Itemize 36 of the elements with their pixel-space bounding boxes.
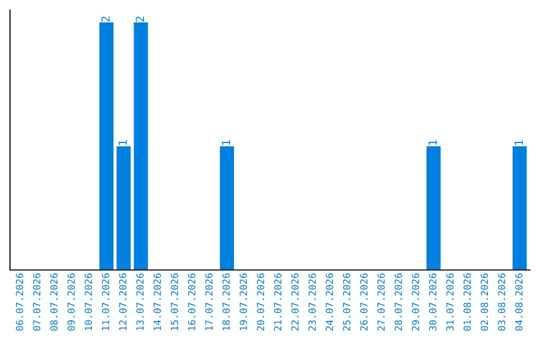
x-tick-label: 23.07.2026 — [308, 273, 316, 331]
x-tick-label: 29.07.2026 — [412, 273, 420, 331]
x-tick-label: 26.07.2026 — [360, 273, 368, 331]
data-label: 2 — [136, 16, 144, 22]
x-tick-label: 31.07.2026 — [446, 273, 454, 331]
x-tick-label: 28.07.2026 — [394, 273, 402, 331]
x-tick-label: 07.07.2026 — [33, 273, 40, 331]
x-tick-label: 27.07.2026 — [377, 273, 385, 331]
x-tick-label: 06.07.2026 — [16, 273, 24, 331]
x-tick-label: 19.07.2026 — [240, 273, 248, 330]
data-label: 1 — [514, 140, 523, 145]
x-tick-label: 11.07.2026 — [102, 273, 110, 330]
x-tick-label: 21.07.2026 — [274, 273, 282, 331]
x-tick-label: 10.07.2026 — [84, 273, 92, 330]
x-tick-label: 16.07.2026 — [188, 273, 196, 330]
x-tick-label: 09.07.2026 — [67, 273, 75, 331]
data-label: 1 — [222, 140, 230, 145]
x-tick-label: 25.07.2026 — [342, 273, 350, 331]
x-tick-label: 02.08.2026 — [480, 273, 488, 331]
x-tick-label: 22.07.2026 — [291, 273, 299, 331]
x-tick-label: 03.08.2026 — [498, 273, 506, 331]
x-tick-label: 08.07.2026 — [50, 273, 58, 331]
data-label: 2 — [101, 16, 110, 22]
x-tick-label: 12.07.2026 — [119, 273, 126, 330]
x-tick-label: 20.07.2026 — [256, 273, 264, 331]
data-label: 1 — [428, 140, 437, 145]
x-tick-label: 24.07.2026 — [326, 273, 334, 331]
x-tick-label: 30.07.2026 — [429, 273, 436, 331]
x-tick-label: 13.07.2026 — [136, 273, 144, 330]
x-tick-label: 17.07.2026 — [205, 273, 213, 330]
x-tick-label: 14.07.2026 — [154, 273, 161, 330]
x-tick-label: 18.07.2026 — [222, 273, 230, 330]
x-tick-label: 15.07.2026 — [170, 273, 178, 330]
x-tick-label: 01.08.2026 — [464, 273, 471, 331]
data-label: 1 — [118, 140, 127, 145]
x-tick-label: 04.08.2026 — [515, 273, 523, 331]
